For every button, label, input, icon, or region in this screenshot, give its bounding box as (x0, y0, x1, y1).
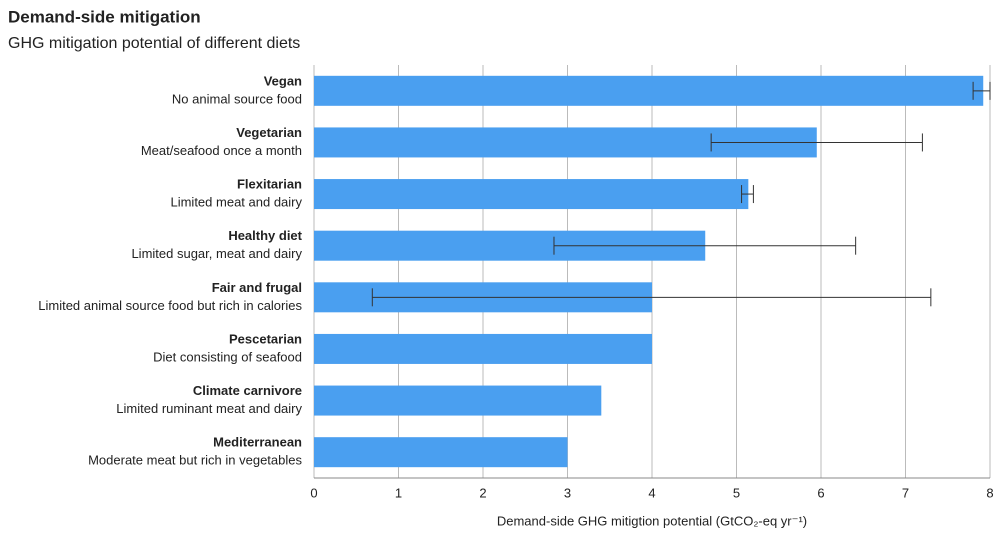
category-label: Climate carnivore (193, 383, 302, 398)
category-label: Fair and frugal (212, 280, 302, 295)
x-tick-label: 6 (817, 485, 824, 500)
x-tick-label: 2 (479, 485, 486, 500)
chart-subtitle: GHG mitigation potential of different di… (8, 35, 300, 52)
category-label: Mediterranean (213, 435, 302, 450)
x-tick-label: 3 (564, 485, 571, 500)
x-tick-label: 5 (733, 485, 740, 500)
bar (314, 179, 749, 210)
error-bar (972, 81, 991, 100)
category-label: Pescetarian (229, 331, 302, 346)
x-tick-label: 8 (986, 485, 993, 500)
x-tick-label: 7 (902, 485, 909, 500)
error-bar (741, 185, 754, 204)
category-description: Meat/seafood once a month (141, 143, 302, 158)
category-description: Limited meat and dairy (170, 195, 302, 210)
bar (314, 75, 984, 106)
x-axis-label: Demand-side GHG mitigtion potential (GtC… (497, 513, 807, 528)
error-bar (371, 288, 932, 307)
category-description: Limited sugar, meat and dairy (131, 246, 302, 261)
category-label: Vegan (264, 73, 302, 88)
category-label: Healthy diet (228, 228, 302, 243)
error-bar (553, 236, 857, 255)
category-description: Diet consisting of seafood (153, 349, 302, 364)
category-label: Vegetarian (236, 125, 302, 140)
bar (314, 437, 568, 468)
bar (314, 385, 602, 416)
error-bar (710, 133, 923, 152)
x-tick-label: 0 (310, 485, 317, 500)
x-tick-label: 1 (395, 485, 402, 500)
category-label: Flexitarian (237, 177, 302, 192)
chart-title: Demand-side mitigation (8, 7, 201, 26)
x-tick-label: 4 (648, 485, 655, 500)
category-description: Moderate meat but rich in vegetables (88, 453, 302, 468)
bar (314, 333, 652, 364)
category-description: No animal source food (172, 91, 302, 106)
category-description: Limited animal source food but rich in c… (38, 298, 302, 313)
category-description: Limited ruminant meat and dairy (116, 401, 302, 416)
